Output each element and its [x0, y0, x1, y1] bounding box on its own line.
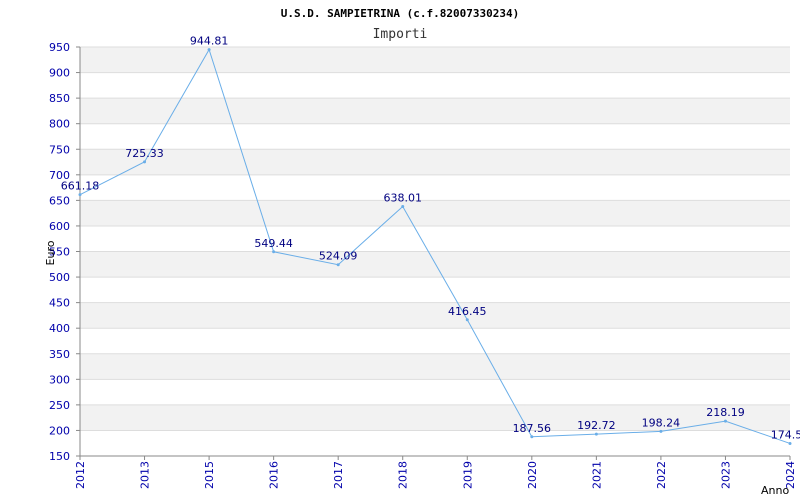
data-label: 416.45: [448, 305, 487, 318]
y-tick-label: 600: [49, 220, 70, 233]
y-tick-label: 450: [49, 297, 70, 310]
x-tick-label: 2016: [268, 461, 281, 489]
chart-subtitle: Importi: [373, 27, 428, 42]
data-point: [594, 432, 598, 436]
x-tick-label: 2018: [397, 461, 410, 489]
grid-band: [80, 302, 790, 329]
grid-band: [80, 404, 790, 431]
x-tick-label: 2020: [526, 461, 539, 489]
y-tick-label: 850: [49, 92, 70, 105]
grid-band: [80, 328, 790, 354]
data-point: [659, 429, 663, 433]
y-tick-label: 900: [49, 67, 70, 80]
data-point: [272, 250, 276, 254]
grid-band: [80, 123, 790, 150]
y-tick-label: 350: [49, 348, 70, 361]
grid-band: [80, 174, 790, 201]
y-tick-label: 200: [49, 424, 70, 437]
x-tick-label: 2024: [784, 461, 797, 489]
plot-background: [80, 47, 790, 456]
y-tick-label: 800: [49, 118, 70, 131]
y-tick-label: 500: [49, 271, 70, 284]
y-tick-label: 650: [49, 194, 70, 207]
data-labels: 661.18 725.33 944.81 549.44 524.09 638.01 416.…: [61, 35, 800, 442]
grid-band: [80, 72, 790, 99]
y-axis-label: Euro: [44, 240, 57, 265]
x-tick-label: 2022: [655, 461, 668, 489]
data-label: 638.01: [383, 192, 422, 205]
y-tick-label: 400: [49, 322, 70, 335]
grid-band: [80, 47, 790, 73]
grid-band: [80, 149, 790, 175]
y-tick-label: 700: [49, 169, 70, 182]
series-line: [79, 48, 791, 444]
grid-band: [80, 277, 790, 303]
data-label: 198.24: [642, 416, 681, 429]
grid-band: [80, 379, 790, 405]
grid-band: [80, 353, 790, 380]
y-tick-label: 550: [49, 246, 70, 259]
y-axis-ticks: 150 200 250 300 350 400 450 500 550 600 650 700 750 8…: [49, 41, 80, 463]
data-label: 661.18: [61, 180, 100, 193]
data-point: [336, 263, 340, 267]
data-label: 174.53: [771, 428, 800, 441]
data-label: 187.56: [513, 422, 552, 435]
y-tick-label: 150: [49, 450, 70, 463]
data-point: [401, 205, 405, 209]
grid-band: [80, 430, 790, 456]
data-label: 218.19: [706, 406, 745, 419]
y-tick-label: 950: [49, 41, 70, 54]
chart-title: U.S.D. SAMPIETRINA (c.f.82007330234): [281, 7, 519, 20]
data-label: 944.81: [190, 35, 229, 48]
x-tick-label: 2023: [719, 461, 732, 489]
data-point: [78, 193, 82, 197]
grid-band: [80, 225, 790, 252]
data-label: 549.44: [254, 237, 293, 250]
x-axis-ticks: 2012 2013 2015 2016 2017 2018 2019 2020 2021 2022…: [74, 456, 797, 489]
x-tick-label: 2015: [203, 461, 216, 489]
data-point: [723, 419, 727, 423]
y-tick-label: 300: [49, 373, 70, 386]
x-tick-label: 2012: [74, 461, 87, 489]
x-tick-label: 2019: [461, 461, 474, 489]
data-label: 192.72: [577, 419, 616, 432]
data-point: [465, 318, 469, 322]
series-group: [78, 48, 792, 445]
x-tick-label: 2017: [332, 461, 345, 489]
gridlines: [80, 46, 790, 457]
grid-band: [80, 200, 790, 226]
grid-band: [80, 98, 790, 124]
x-tick-label: 2013: [139, 461, 152, 489]
data-label: 725.33: [125, 147, 164, 160]
x-tick-label: 2021: [590, 461, 603, 489]
data-point: [143, 160, 147, 164]
data-label: 524.09: [319, 250, 358, 263]
y-tick-label: 250: [49, 399, 70, 412]
grid-band: [80, 251, 790, 278]
data-point: [207, 48, 211, 52]
y-tick-label: 750: [49, 143, 70, 156]
data-point: [788, 441, 792, 445]
data-point: [530, 435, 534, 439]
x-axis-label: Anno: [761, 484, 789, 497]
